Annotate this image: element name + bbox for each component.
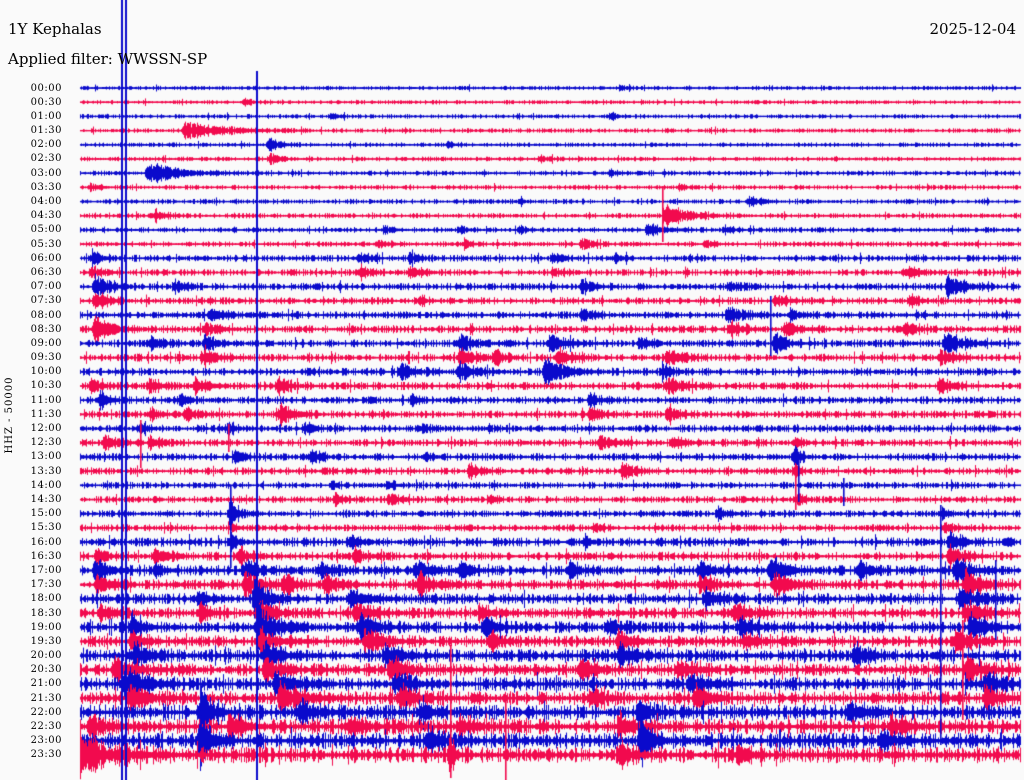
row-time-label: 23:30 <box>30 749 62 760</box>
row-time-label: 02:30 <box>30 153 62 164</box>
station-title: 1Y Kephalas <box>8 20 102 38</box>
applied-filter-label: Applied filter: WWSSN-SP <box>8 50 208 68</box>
row-time-label: 14:00 <box>30 480 62 491</box>
row-time-label: 10:00 <box>30 366 62 377</box>
plot-date: 2025-12-04 <box>929 20 1016 38</box>
row-time-label: 16:00 <box>30 537 62 548</box>
row-time-label: 17:30 <box>30 579 62 590</box>
row-time-label: 22:30 <box>30 721 62 732</box>
row-time-label: 18:30 <box>30 608 62 619</box>
row-time-label: 09:30 <box>30 352 62 363</box>
row-time-label: 03:30 <box>30 182 62 193</box>
row-time-label: 13:00 <box>30 451 62 462</box>
row-time-label: 16:30 <box>30 551 62 562</box>
row-time-label: 06:00 <box>30 253 62 264</box>
row-time-label: 08:30 <box>30 324 62 335</box>
row-time-label: 08:00 <box>30 310 62 321</box>
row-time-label: 03:00 <box>30 168 62 179</box>
row-time-label: 12:30 <box>30 437 62 448</box>
row-time-label: 15:00 <box>30 508 62 519</box>
row-time-label: 13:30 <box>30 466 62 477</box>
row-time-label: 05:00 <box>30 224 62 235</box>
row-time-label: 17:00 <box>30 565 62 576</box>
row-time-label: 09:00 <box>30 338 62 349</box>
row-time-label: 15:30 <box>30 522 62 533</box>
row-time-label: 11:30 <box>30 409 62 420</box>
row-time-label: 00:00 <box>30 83 62 94</box>
row-time-label: 12:00 <box>30 423 62 434</box>
row-time-label: 05:30 <box>30 239 62 250</box>
row-time-label: 01:00 <box>30 111 62 122</box>
row-time-label: 14:30 <box>30 494 62 505</box>
row-time-label: 21:30 <box>30 693 62 704</box>
row-time-label: 11:00 <box>30 395 62 406</box>
row-time-label: 02:00 <box>30 139 62 150</box>
row-time-label: 19:00 <box>30 622 62 633</box>
row-time-label: 23:00 <box>30 735 62 746</box>
row-time-label: 22:00 <box>30 707 62 718</box>
row-time-label: 04:30 <box>30 210 62 221</box>
row-time-label: 19:30 <box>30 636 62 647</box>
row-time-label: 00:30 <box>30 97 62 108</box>
row-time-label: 04:00 <box>30 196 62 207</box>
row-time-label: 07:30 <box>30 295 62 306</box>
row-time-label: 10:30 <box>30 380 62 391</box>
row-time-label: 21:00 <box>30 678 62 689</box>
row-time-label: 20:30 <box>30 664 62 675</box>
row-time-label: 06:30 <box>30 267 62 278</box>
row-time-label: 20:00 <box>30 650 62 661</box>
channel-scale-axis-label: HHZ - 50000 <box>4 376 15 454</box>
row-time-label: 18:00 <box>30 593 62 604</box>
row-time-label: 07:00 <box>30 281 62 292</box>
row-time-label: 01:30 <box>30 125 62 136</box>
